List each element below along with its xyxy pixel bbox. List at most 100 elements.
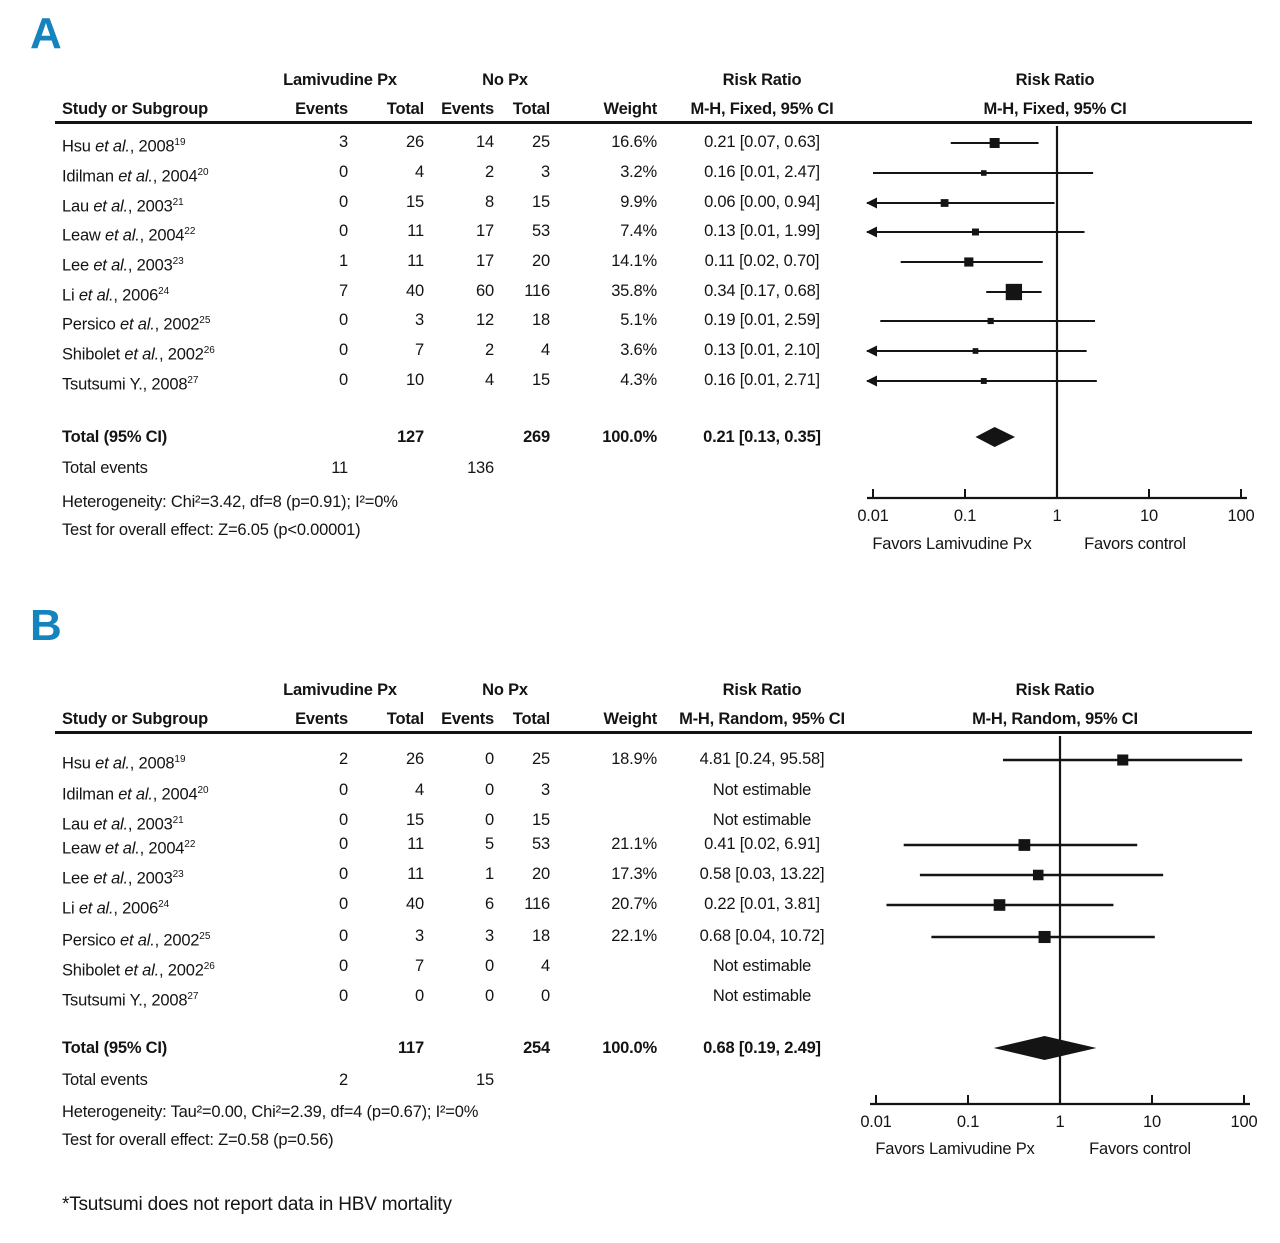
study-name: Idilman et al., 200420 — [62, 780, 314, 806]
column-header-study: Study or Subgroup — [62, 100, 209, 118]
total-treatment: 11 — [407, 252, 424, 270]
weight: 7.4% — [620, 222, 657, 240]
total-events-label: Total events — [62, 459, 148, 477]
study-name-part: et al. — [93, 256, 128, 275]
rr-ci-text: 0.06 [0.00, 0.94] — [704, 193, 820, 211]
effect-square — [940, 199, 949, 207]
events-treatment: 0 — [339, 311, 348, 329]
total-row-label: Total (95% CI) — [62, 1039, 168, 1057]
study-name: Shibolet et al., 200226 — [62, 340, 314, 366]
study-name-part: Tsutsumi Y., 2008 — [62, 375, 188, 394]
study-name: Lee et al., 200323 — [62, 864, 314, 890]
total-treatment: 3 — [415, 927, 424, 945]
weight: 35.8% — [611, 282, 657, 300]
effect-square — [1038, 930, 1051, 944]
control-group-header: No Px — [482, 71, 528, 89]
study-name-part: Hsu — [62, 754, 96, 773]
study-name-part: Idilman — [62, 167, 119, 186]
events-control: 0 — [485, 750, 494, 768]
column-header-events-control: Events — [441, 710, 494, 728]
rr-ci-text: 0.19 [0.01, 2.59] — [704, 311, 820, 329]
axis-tick-label: 0.01 — [860, 1113, 892, 1131]
study-name-part: 21 — [172, 197, 184, 208]
total-control: 116 — [524, 282, 550, 300]
study-name-part: , 2003 — [127, 869, 173, 888]
events-treatment: 0 — [339, 987, 348, 1005]
total-control: 15 — [532, 811, 550, 829]
total-treatment: 117 — [397, 1039, 424, 1057]
events-control: 12 — [476, 311, 494, 329]
rr-ci-text: 0.16 [0.01, 2.71] — [704, 371, 820, 389]
favors-left-label: Favors Lamivudine Px — [875, 1140, 1035, 1158]
study-name-part: 24 — [158, 286, 170, 297]
events-treatment: 0 — [339, 781, 348, 799]
total-events-treatment: 11 — [331, 459, 348, 477]
events-treatment: 0 — [339, 835, 348, 853]
column-header-ci: M-H, Fixed, 95% CI — [690, 100, 834, 118]
study-name-part: Lau — [62, 197, 94, 216]
events-control: 8 — [485, 193, 494, 211]
effect-square — [1117, 754, 1129, 766]
events-control: 0 — [485, 987, 494, 1005]
column-header-events-control: Events — [441, 100, 494, 118]
axis-tick-label: 100 — [1230, 1113, 1258, 1131]
column-header-total-control: Total — [512, 710, 550, 728]
total-treatment: 4 — [415, 163, 424, 181]
total-events-label: Total events — [62, 1071, 148, 1089]
axis-tick-label: 10 — [1140, 507, 1158, 525]
axis-tick-label: 0.1 — [956, 1113, 980, 1131]
total-row-label: Total (95% CI) — [62, 428, 168, 446]
total-treatment: 7 — [415, 341, 424, 359]
total-treatment: 11 — [407, 835, 424, 853]
study-name-part: , 2003 — [127, 256, 173, 275]
total-control: 3 — [541, 163, 550, 181]
events-treatment: 0 — [339, 927, 348, 945]
events-treatment: 0 — [339, 371, 348, 389]
column-header-ci-plot: M-H, Fixed, 95% CI — [983, 100, 1127, 118]
total-control: 20 — [532, 252, 550, 270]
effect-square — [1005, 283, 1023, 301]
study-name-part: et al. — [93, 815, 128, 834]
favors-left-label: Favors Lamivudine Px — [872, 535, 1032, 553]
events-control: 3 — [485, 927, 494, 945]
study-name-part: Leaw — [62, 226, 106, 245]
rr-ci-text: 0.21 [0.07, 0.63] — [704, 133, 820, 151]
study-name-part: 19 — [174, 137, 186, 148]
study-name-part: , 2004 — [139, 226, 185, 245]
study-name-part: et al. — [95, 137, 130, 156]
study-name-part: Li — [62, 899, 79, 918]
study-name-part: 23 — [172, 869, 184, 880]
study-name-part: Persico — [62, 315, 121, 334]
rr-ci-text: 0.13 [0.01, 1.99] — [704, 222, 820, 240]
risk-ratio-plot-header: Risk Ratio — [1015, 681, 1095, 699]
column-header-events-treatment: Events — [295, 100, 348, 118]
treatment-group-header: Lamivudine Px — [283, 71, 397, 89]
total-weight: 100.0% — [602, 428, 657, 446]
study-name-part: 25 — [199, 315, 211, 326]
total-control: 3 — [541, 781, 550, 799]
panel-a-label: A — [30, 9, 62, 58]
axis-tick-label: 0.1 — [953, 507, 977, 525]
favors-right-label: Favors control — [1084, 535, 1186, 553]
total-control: 4 — [541, 341, 550, 359]
study-name-part: Hsu — [62, 137, 96, 156]
events-treatment: 0 — [339, 811, 348, 829]
rr-ci-text: 0.13 [0.01, 2.10] — [704, 341, 820, 359]
study-name-part: , 2003 — [127, 197, 173, 216]
study-name-part: , 2006 — [113, 899, 159, 918]
rr-ci-text: 0.58 [0.03, 13.22] — [699, 865, 825, 883]
study-name-part: 22 — [184, 839, 196, 850]
events-treatment: 2 — [339, 750, 348, 768]
study-name: Shibolet et al., 200226 — [62, 956, 314, 982]
study-name-part: , 2006 — [113, 286, 159, 305]
total-control: 53 — [532, 222, 550, 240]
axis-tick-label: 1 — [1052, 507, 1062, 525]
total-control: 4 — [541, 957, 550, 975]
events-treatment: 0 — [339, 163, 348, 181]
rr-ci-text: 0.11 [0.02, 0.70] — [704, 252, 820, 270]
study-name: Persico et al., 200225 — [62, 926, 314, 952]
total-control: 25 — [532, 133, 550, 151]
study-name-part: et al. — [105, 839, 140, 858]
study-name: Tsutsumi Y., 200827 — [62, 370, 314, 396]
study-name: Idilman et al., 200420 — [62, 162, 314, 188]
